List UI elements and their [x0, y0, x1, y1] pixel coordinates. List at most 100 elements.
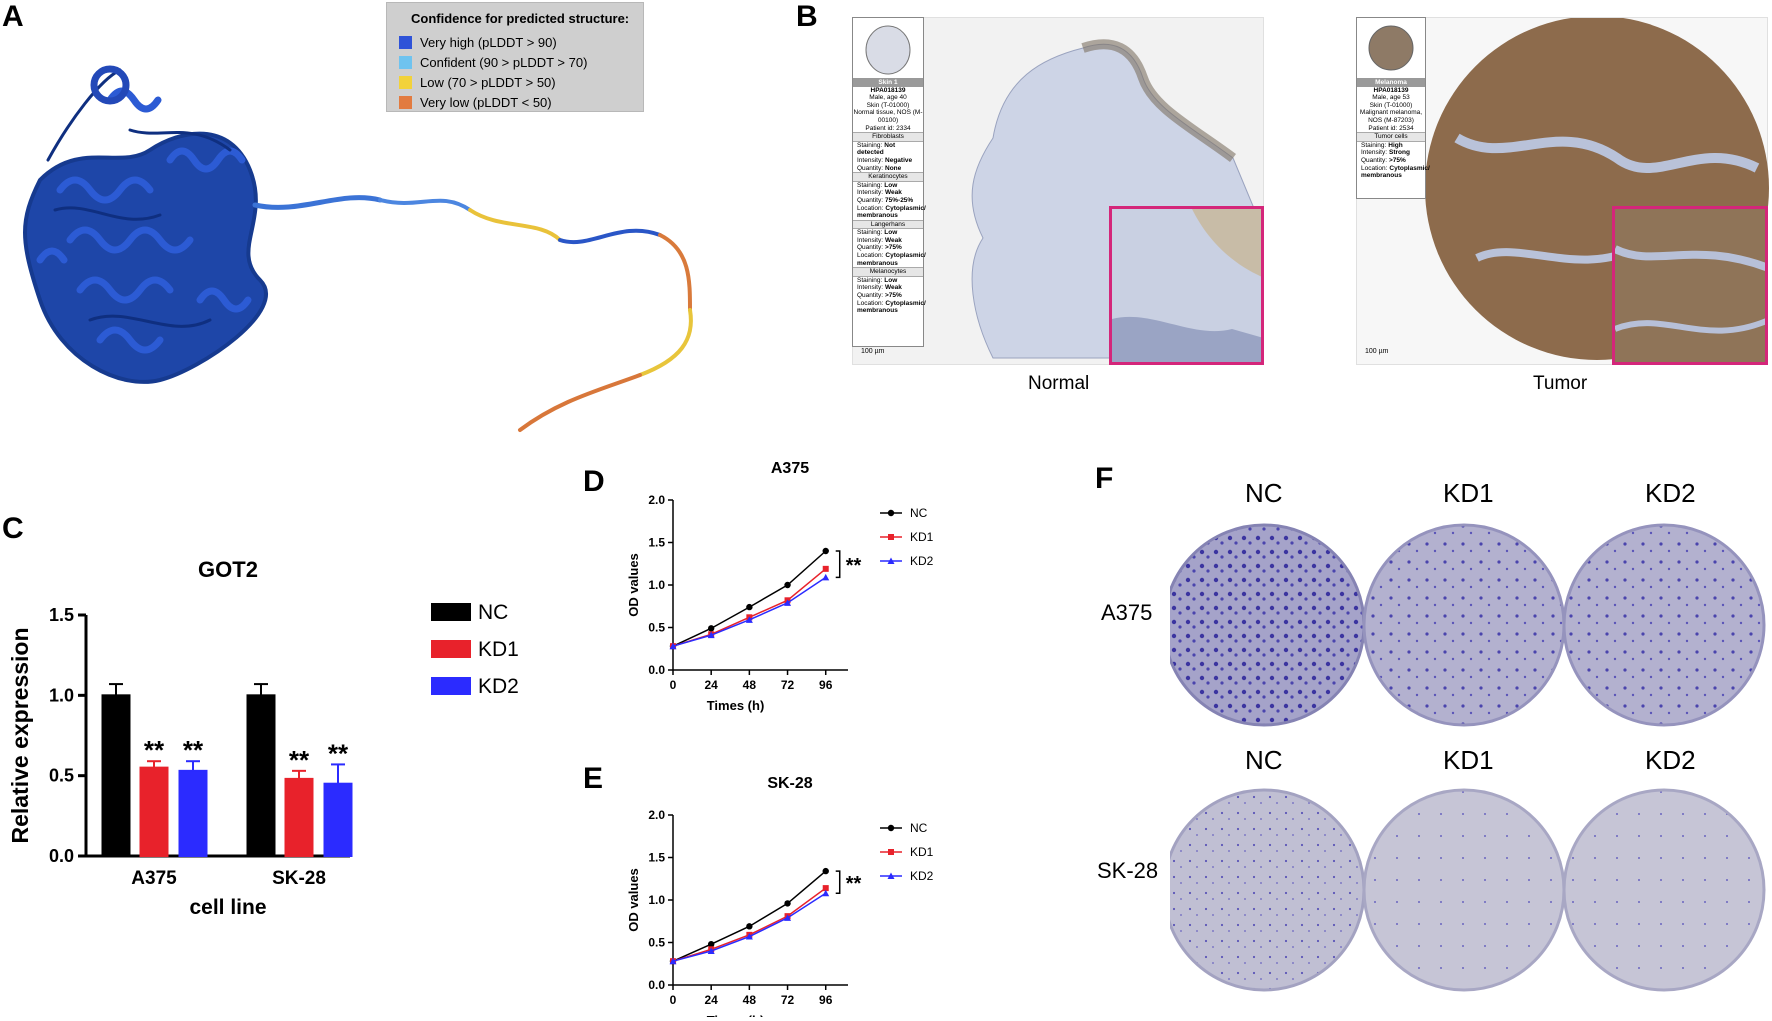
series-line — [672, 870, 827, 962]
disordered-tail — [252, 195, 693, 432]
card-row-key: Staining: — [857, 181, 883, 189]
y-tick-label: 2.0 — [648, 493, 665, 507]
card-line: Patient id: 2534 — [1368, 124, 1414, 132]
card-row-value: None — [885, 164, 902, 172]
data-point — [707, 631, 715, 639]
data-point — [784, 581, 791, 589]
x-tick-label: 24 — [705, 678, 719, 692]
x-tick-label: 0 — [670, 993, 677, 1007]
card-row-value: Cytoplasmic/ membranous — [857, 252, 926, 267]
x-tick-label: 72 — [781, 993, 795, 1007]
card-line: HPA018139 — [870, 86, 906, 94]
legend-item: Very high (pLDDT > 90) — [399, 32, 633, 52]
card-row-value: High — [1388, 141, 1403, 149]
y-axis-label: OD values — [626, 553, 641, 617]
x-tick-label: 96 — [819, 993, 833, 1007]
y-tick-label: 1.0 — [648, 578, 665, 592]
structured-domain — [23, 65, 268, 384]
card-row-key: Staining: — [857, 276, 883, 284]
panel-label-d: D — [583, 465, 605, 498]
x-tick-label: A375 — [131, 868, 177, 889]
y-tick-label: 1.5 — [648, 851, 665, 865]
bar — [284, 777, 314, 858]
data-point — [784, 599, 792, 606]
card-row-key: Quantity: — [857, 164, 884, 172]
legend-label: KD1 — [910, 845, 934, 859]
significance-label: ** — [289, 745, 310, 775]
legend-label: Very low (pLDDT < 50) — [420, 94, 552, 110]
panel-label-b: B — [796, 0, 818, 33]
card-row-value: Low — [884, 181, 898, 189]
card-row-key: Location: — [1361, 164, 1388, 172]
sk28-growth-chart: SK-28 0.0 0.5 1.0 1.5 2.0 0 24 48 72 96 Times (h) OD… — [626, 775, 934, 1017]
significance-bracket — [835, 550, 841, 579]
card-row: Quantity: >75% — [1357, 157, 1425, 165]
bar-axes: 0.0 0.5 1.0 1.5 ** ** A375 ** ** SK-28 cell line Re… — [7, 601, 519, 919]
card-section-header: Fibroblasts — [853, 132, 923, 142]
card-row-value: Cytoplasmic/ membranous — [857, 299, 926, 315]
x-tick-label: 72 — [781, 678, 795, 692]
card-line: Normal tissue, NOS (M-00100) — [853, 109, 923, 124]
legend-swatch — [431, 677, 471, 695]
legend-label: Low (70 > pLDDT > 50) — [420, 74, 556, 90]
chart-title: A375 — [771, 460, 809, 477]
column-header-nc: NC — [1245, 478, 1283, 508]
significance-label: ** — [144, 735, 165, 765]
colony-plates — [1170, 523, 1766, 992]
tumor-caption: Tumor — [1533, 373, 1588, 394]
tumor-thumbnail — [1357, 18, 1425, 79]
card-row: Intensity: Negative — [853, 157, 923, 165]
card-header: Skin 1 — [853, 79, 923, 87]
card-row-value: >75% — [885, 292, 902, 300]
y-tick-label: 1.5 — [648, 536, 665, 550]
bar — [323, 782, 353, 857]
scale-bar: 100 µm — [861, 348, 885, 355]
column-header-kd1: KD1 — [1443, 745, 1494, 775]
legend-item: Low (70 > pLDDT > 50) — [399, 72, 633, 92]
legend-label: Confident (90 > pLDDT > 70) — [420, 54, 588, 70]
plate-sk28-kd2 — [1562, 788, 1766, 992]
column-header-kd1: KD1 — [1443, 478, 1494, 508]
legend-marker — [888, 534, 894, 540]
protein-structure-illustration — [23, 65, 693, 432]
data-point — [784, 914, 792, 921]
legend-marker — [887, 872, 895, 879]
legend-label: KD2 — [910, 869, 934, 883]
legend-swatch — [431, 603, 471, 621]
y-tick-label: 1.0 — [49, 685, 74, 705]
card-row: Location: Cytoplasmic/ membranous — [1357, 164, 1430, 180]
legend-label: KD1 — [478, 638, 519, 661]
card-row-key: Intensity: — [857, 156, 884, 164]
legend-label: NC — [910, 821, 928, 835]
legend-item: Very low (pLDDT < 50) — [399, 92, 633, 112]
card-row-key: Location: — [857, 204, 884, 212]
card-row: Staining: Low — [853, 182, 923, 190]
x-axis-label: cell line — [189, 896, 266, 919]
y-tick-label: 1.0 — [648, 893, 665, 907]
card-row: Quantity: 75%-25% — [853, 197, 923, 205]
data-point — [746, 923, 753, 930]
card-row: Staining: High — [1357, 142, 1425, 150]
legend-swatch — [399, 75, 412, 89]
legend-swatch — [399, 35, 412, 49]
card-row-value: Low — [884, 276, 898, 284]
card-row-key: Intensity: — [857, 236, 884, 244]
normal-thumbnail — [853, 18, 923, 79]
plate-a375-kd2 — [1562, 523, 1766, 727]
y-tick-label: 0.5 — [648, 936, 665, 950]
data-point — [822, 867, 829, 875]
significance-label: ** — [328, 738, 349, 768]
bar — [246, 694, 276, 858]
panel-label-a: A — [2, 0, 24, 33]
card-row-value: Weak — [885, 284, 902, 292]
data-point — [746, 603, 753, 611]
chart-title: GOT2 — [198, 557, 258, 582]
card-row-key: Staining: — [857, 141, 883, 149]
plate-a375-kd1 — [1362, 523, 1566, 727]
card-row-key: Quantity: — [857, 244, 884, 252]
got2-bar-chart: GOT2 0.0 0.5 1.0 1.5 ** ** A375 ** ** SK-28 cell li… — [7, 557, 519, 919]
card-row-value: Weak — [885, 236, 902, 244]
a375-growth-chart: A375 0.0 0.5 1.0 1.5 2.0 0 24 48 72 96 Times (h) OD … — [626, 460, 934, 713]
data-point — [784, 900, 791, 907]
card-row: Staining: Low — [853, 229, 923, 237]
